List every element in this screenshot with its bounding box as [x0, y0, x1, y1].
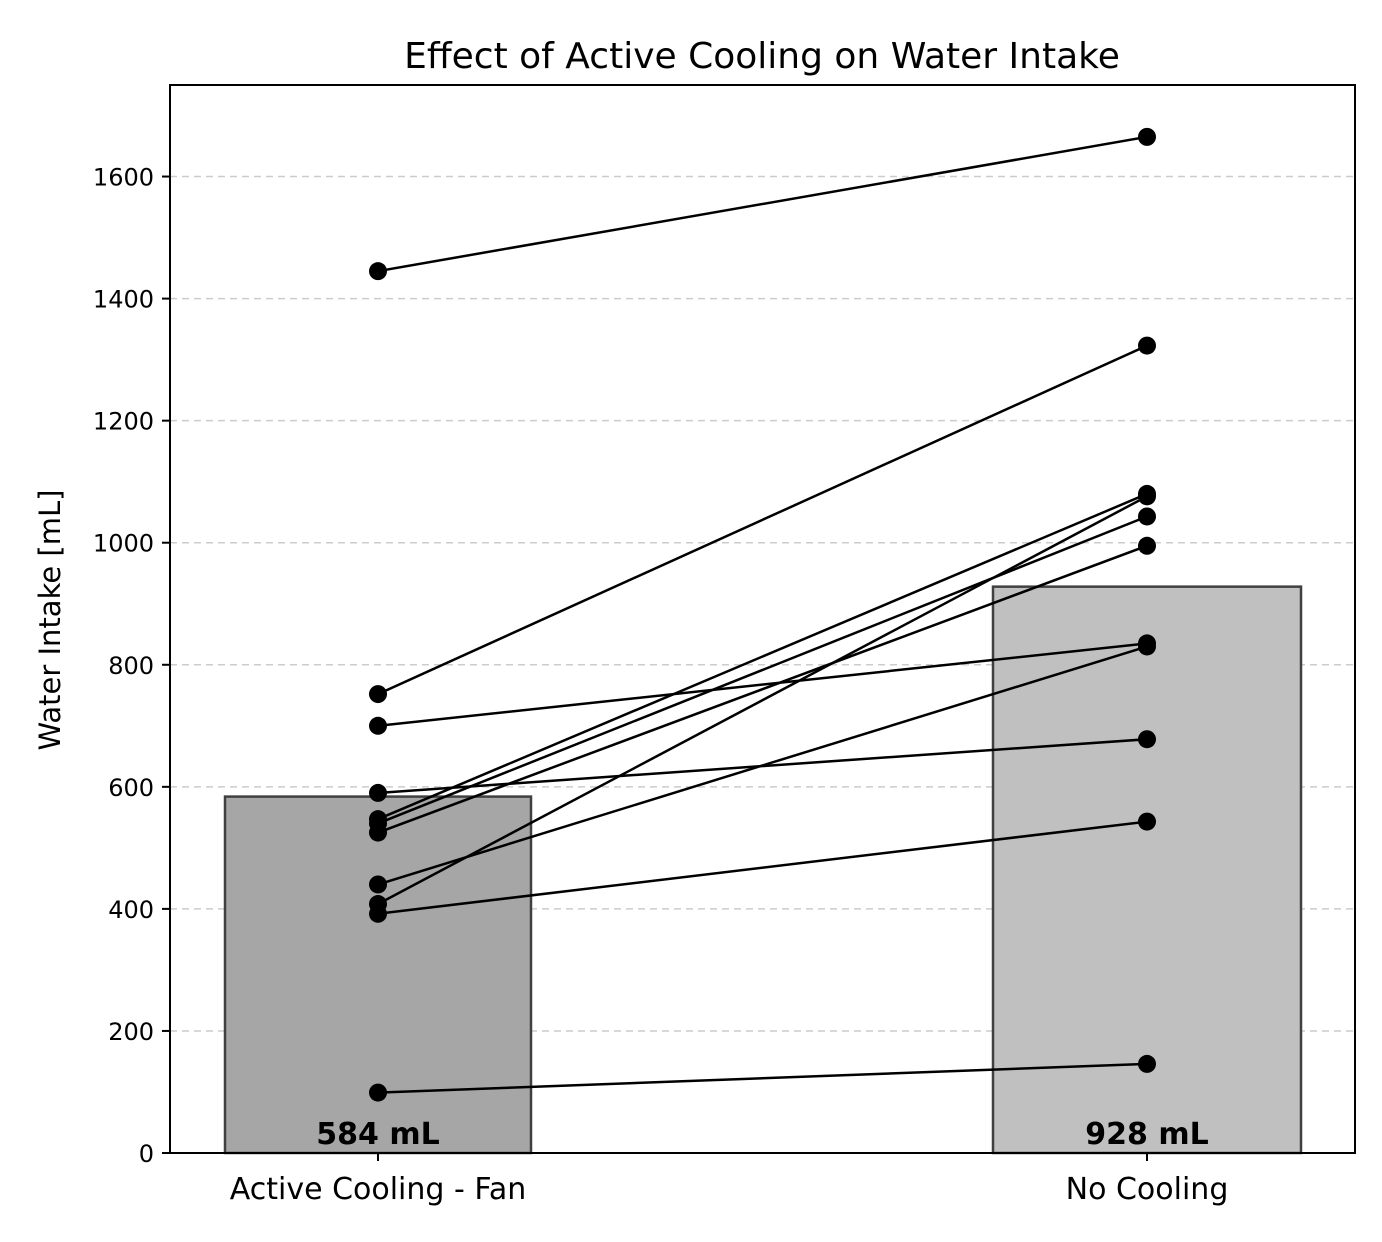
point-none-10: [1138, 1054, 1156, 1073]
point-active-3: [369, 783, 387, 802]
point-none-7: [1138, 637, 1156, 656]
y-tick-label-8: 1600: [93, 164, 154, 192]
point-none-9: [1138, 812, 1156, 831]
point-active-1: [369, 685, 387, 704]
pair-line-0: [377, 135, 1148, 273]
pair-line-4: [377, 492, 1148, 821]
pair-line-6: [377, 544, 1148, 834]
pair-line-7: [377, 645, 1148, 886]
pair-line-5: [377, 515, 1148, 825]
point-active-6: [369, 823, 387, 842]
point-none-8: [1138, 487, 1156, 506]
y-tick-label-6: 1200: [93, 408, 154, 436]
pair-line-1: [377, 344, 1148, 696]
point-active-2: [369, 716, 387, 735]
point-active-0: [369, 262, 387, 281]
x-tick-label-0: Active Cooling - Fan: [230, 1172, 527, 1207]
point-none-1: [1138, 336, 1156, 355]
y-tick-label-5: 1000: [93, 530, 154, 558]
plot-frame: [169, 84, 1356, 1154]
point-active-10: [369, 1083, 387, 1102]
x-axis-ticks: Active Cooling - Fan No Cooling: [230, 1153, 1229, 1207]
y-tick-label-0: 0: [139, 1140, 154, 1168]
bar-value-labels: 584 mL 928 mL: [316, 1117, 1208, 1152]
pair-line-9: [377, 820, 1148, 916]
pair-line-10: [377, 1062, 1148, 1094]
point-none-3: [1138, 730, 1156, 749]
point-none-6: [1138, 536, 1156, 555]
y-axis-label: Water Intake [mL]: [33, 490, 67, 751]
y-tick-label-3: 600: [108, 774, 154, 802]
y-tick-label-7: 1400: [93, 286, 154, 314]
y-tick-label-2: 400: [108, 896, 154, 924]
pair-line-2: [377, 642, 1148, 728]
pair-line-8: [377, 495, 1148, 906]
point-active-9: [369, 904, 387, 923]
point-none-0: [1138, 127, 1156, 146]
point-active-7: [369, 875, 387, 894]
bar-value-label-1: 928 mL: [1085, 1117, 1208, 1152]
point-none-5: [1138, 507, 1156, 526]
x-tick-label-1: No Cooling: [1066, 1172, 1229, 1207]
paired-lines: [377, 135, 1148, 1094]
y-tick-label-4: 800: [108, 652, 154, 680]
bar-value-label-0: 584 mL: [316, 1117, 439, 1152]
y-tick-label-1: 200: [108, 1018, 154, 1046]
chart-title: Effect of Active Cooling on Water Intake: [404, 36, 1120, 77]
y-axis-ticks: 0 200 400 600 800 1000 1200 1400 1600: [93, 164, 170, 1168]
data-points: [369, 127, 1156, 1102]
